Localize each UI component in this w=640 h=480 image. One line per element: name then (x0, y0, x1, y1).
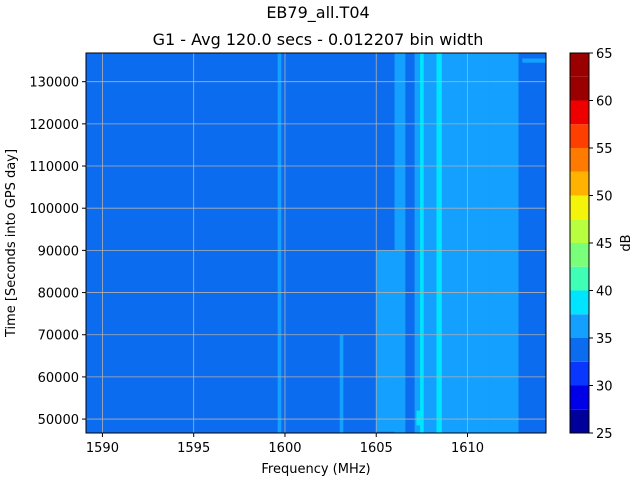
heatmap-band (376, 250, 395, 432)
heatmap-band (277, 53, 282, 433)
colorbar-segment (570, 314, 589, 338)
heatmap-band (385, 53, 393, 251)
y-tick-label: 50000 (38, 413, 79, 428)
heatmap-band (436, 53, 442, 433)
colorbar-segment (570, 290, 589, 315)
colorbar-segment (570, 243, 589, 267)
x-tick-label: 1595 (177, 441, 210, 456)
y-tick-label: 90000 (38, 244, 79, 259)
heatmap-band (522, 58, 546, 63)
colorbar-segment (570, 171, 589, 196)
colorbar-label: dB (619, 234, 634, 251)
heatmap-band (416, 410, 422, 426)
heatmap-band (420, 53, 424, 433)
heatmap-band (518, 53, 546, 433)
colorbar-segment (570, 100, 589, 125)
heatmap-band (339, 334, 344, 433)
colorbar-tick-label: 35 (596, 332, 613, 347)
colorbar-tick-label: 55 (596, 142, 613, 157)
y-tick-label: 80000 (38, 287, 79, 302)
heatmap-band (425, 53, 437, 433)
y-axis: 50000 60000 70000 80000 90000 100000 110000 120… (29, 76, 86, 428)
colorbar-tick-label: 50 (596, 190, 613, 205)
colorbar-segment (570, 148, 589, 172)
heatmap-band (394, 53, 406, 433)
colorbar-tick-label: 45 (596, 237, 613, 252)
heatmap-band (462, 53, 490, 433)
chart-subtitle: G1 - Avg 120.0 secs - 0.012207 bin width (153, 30, 484, 49)
colorbar-segment (570, 338, 589, 362)
y-tick-label: 70000 (38, 329, 79, 344)
colorbar-segment (570, 195, 589, 220)
colorbar-segment (570, 124, 589, 148)
colorbar-tick-label: 25 (596, 427, 613, 442)
colorbar-tick-label: 40 (596, 285, 613, 300)
heatmap-band (489, 53, 519, 433)
colorbar-segment (570, 219, 589, 243)
colorbar-segment (570, 409, 589, 433)
y-tick-label: 130000 (29, 76, 79, 91)
x-tick-label: 1610 (451, 441, 484, 456)
colorbar-segment (570, 76, 589, 101)
y-tick-label: 120000 (29, 118, 79, 133)
x-tick-label: 1605 (360, 441, 393, 456)
colorbar: 25 30 35 40 45 50 55 60 65 (569, 47, 613, 442)
x-axis-label: Frequency (MHz) (261, 462, 370, 477)
y-axis-label: Time [Seconds into GPS day] (4, 149, 19, 338)
heatmap-band (441, 53, 463, 433)
colorbar-tick-label: 60 (596, 95, 613, 110)
colorbar-segment (570, 385, 589, 410)
colorbar-segment (570, 266, 589, 291)
colorbar-segment (570, 361, 589, 386)
x-axis: 1590 1595 1600 1605 1610 (86, 433, 484, 456)
plot-area (85, 52, 547, 434)
colorbar-segment (570, 53, 589, 77)
x-tick-label: 1590 (86, 441, 119, 456)
heatmap-band (405, 53, 415, 433)
y-tick-label: 60000 (38, 371, 79, 386)
y-tick-label: 110000 (29, 160, 79, 175)
colorbar-tick-label: 30 (596, 380, 613, 395)
colorbar-tick-label: 65 (596, 47, 613, 62)
y-tick-label: 100000 (29, 202, 79, 217)
chart-title: EB79_all.T04 (266, 3, 369, 23)
plot-frame (85, 52, 547, 434)
x-tick-label: 1600 (268, 441, 301, 456)
